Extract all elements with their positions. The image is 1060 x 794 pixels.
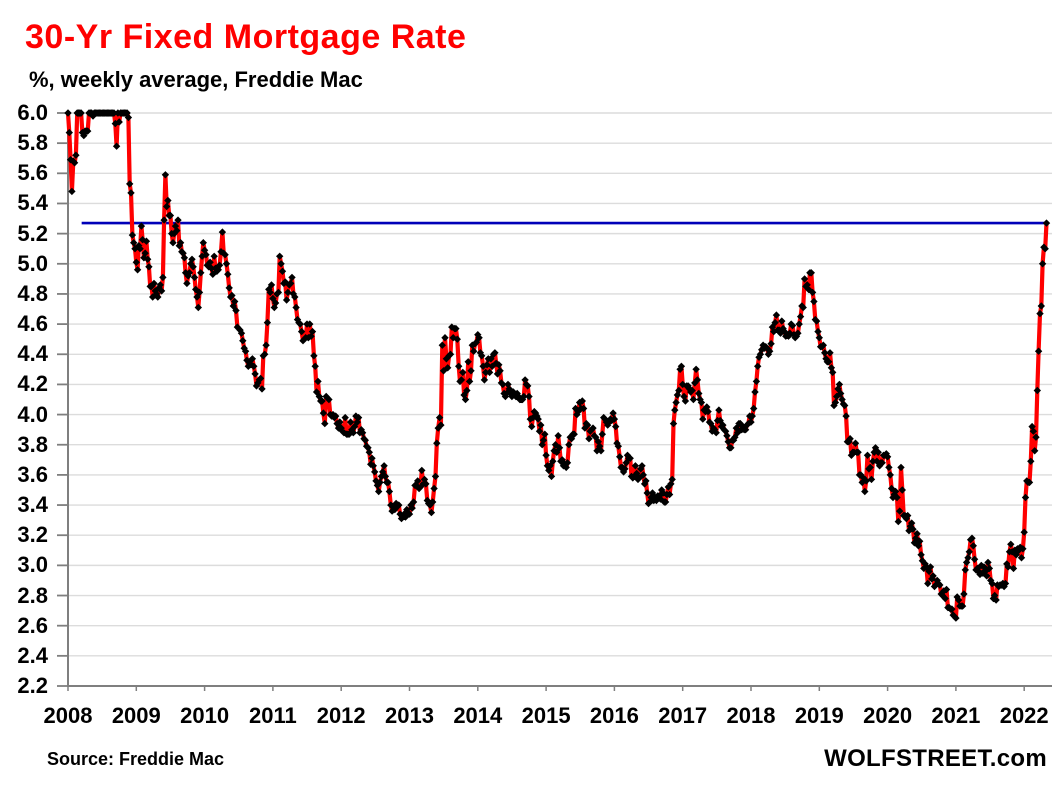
y-tick-label: 2.6 xyxy=(17,612,48,638)
x-tick-label: 2018 xyxy=(726,703,776,728)
y-tick-label: 4.0 xyxy=(17,401,48,427)
x-tick-label: 2022 xyxy=(999,703,1049,728)
y-tick-label: 5.0 xyxy=(17,250,48,276)
y-tick-label: 3.0 xyxy=(17,552,48,578)
y-tick-label: 3.6 xyxy=(17,461,48,487)
x-tick-label: 2012 xyxy=(316,703,366,728)
y-tick-label: 2.4 xyxy=(17,642,48,668)
x-tick-label: 2014 xyxy=(453,703,503,728)
y-tick-label: 4.6 xyxy=(17,311,48,337)
chart-title: 30-Yr Fixed Mortgage Rate xyxy=(25,18,467,56)
x-tick-label: 2015 xyxy=(521,703,571,728)
source-note: Source: Freddie Mac xyxy=(47,749,225,769)
y-tick-label: 5.8 xyxy=(17,130,48,156)
y-tick-label: 5.6 xyxy=(17,160,48,186)
x-tick-label: 2020 xyxy=(863,703,913,728)
wolfstreet-watermark: WOLFSTREET.com xyxy=(824,745,1047,772)
y-tick-label: 2.8 xyxy=(17,582,48,608)
x-tick-label: 2021 xyxy=(931,703,981,728)
y-tick-label: 5.2 xyxy=(17,220,48,246)
x-tick-label: 2008 xyxy=(43,703,93,728)
x-tick-label: 2009 xyxy=(111,703,161,728)
x-tick-label: 2016 xyxy=(589,703,639,728)
y-tick-label: 4.8 xyxy=(17,280,48,306)
x-tick-label: 2011 xyxy=(249,703,297,728)
y-tick-label: 4.2 xyxy=(17,371,48,397)
chart-subtitle: %, weekly average, Freddie Mac xyxy=(29,67,363,92)
x-tick-label: 2013 xyxy=(385,703,434,728)
y-tick-label: 3.4 xyxy=(17,492,48,518)
y-tick-label: 6.0 xyxy=(17,100,48,125)
x-tick-label: 2010 xyxy=(180,703,230,728)
y-tick-label: 2.2 xyxy=(17,673,48,698)
y-tick-label: 3.8 xyxy=(17,431,48,457)
x-tick-label: 2019 xyxy=(794,703,844,728)
y-tick-label: 4.4 xyxy=(17,341,48,367)
y-tick-label: 3.2 xyxy=(17,522,48,548)
y-tick-label: 5.4 xyxy=(17,190,48,216)
x-tick-label: 2017 xyxy=(658,703,708,728)
